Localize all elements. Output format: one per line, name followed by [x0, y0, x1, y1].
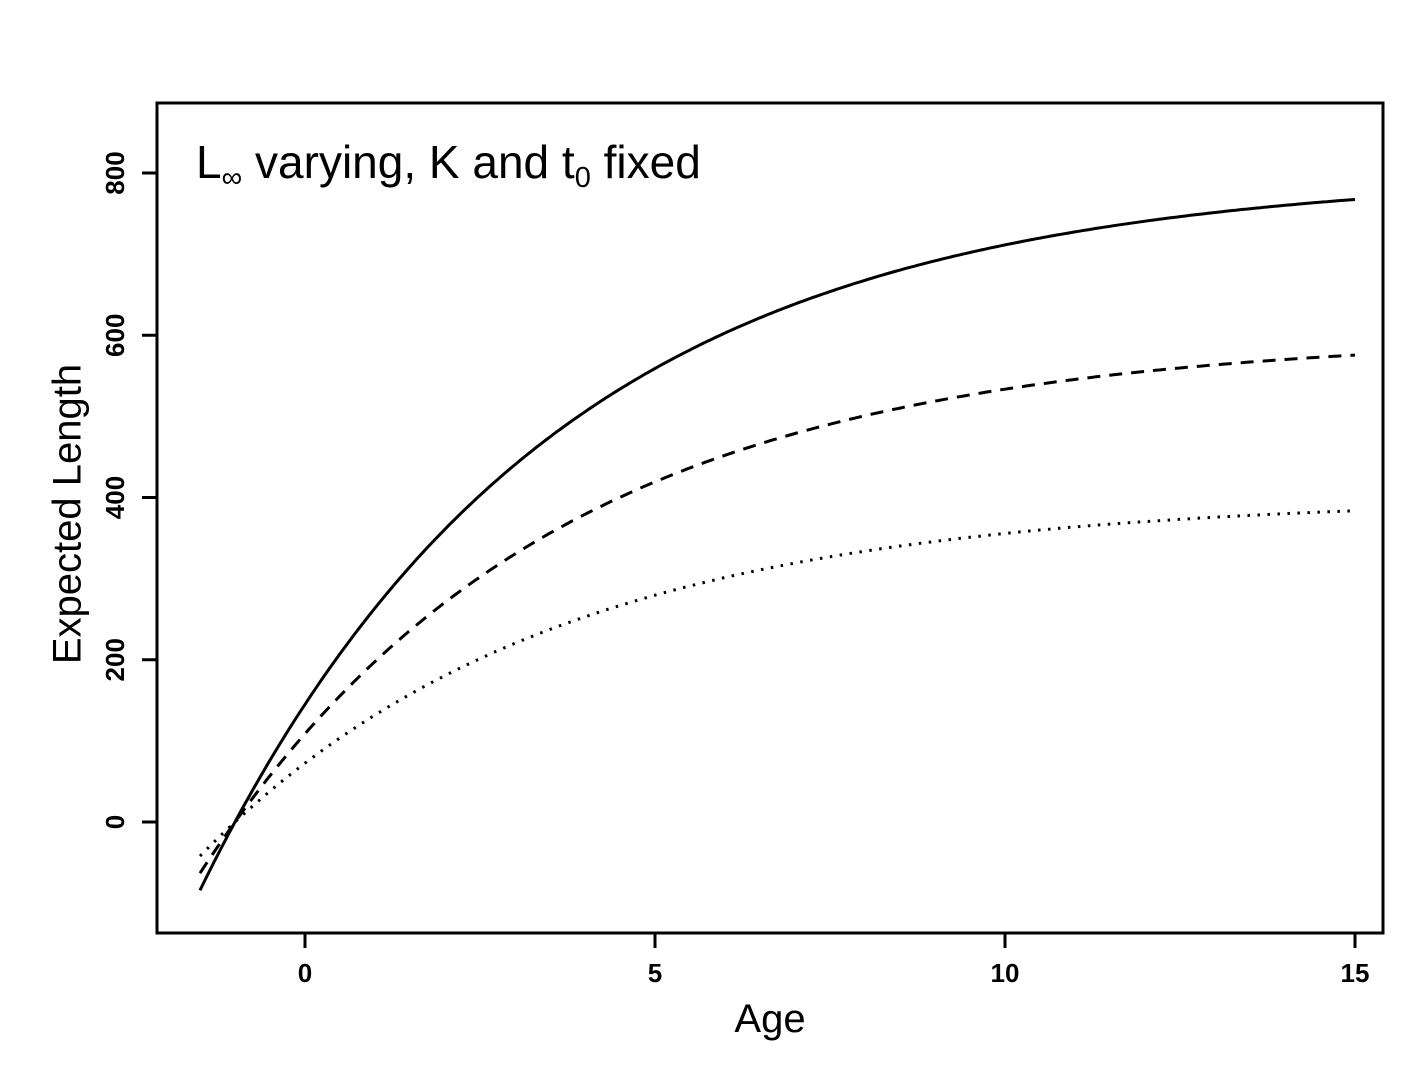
x-tick-label: 0 [298, 958, 312, 988]
x-tick-label: 10 [991, 958, 1020, 988]
title-infinity-subscript: ∞ [221, 162, 243, 194]
y-tick-label: 400 [100, 476, 130, 519]
x-tick-label: 5 [648, 958, 662, 988]
y-tick-label: 800 [100, 151, 130, 194]
plot-box-border [155, 101, 1385, 935]
x-tick-label: 15 [1341, 958, 1370, 988]
y-tick-label: 200 [100, 638, 130, 681]
title-zero-subscript: 0 [574, 162, 591, 194]
growth-curves [198, 198, 1356, 891]
x-axis-ticks: 0 5 10 15 [298, 933, 1370, 988]
chart-title: L∞ varying, K and t0 fixed [196, 136, 701, 193]
y-axis-label: Expected Length [45, 363, 90, 665]
title-l-symbol: L [196, 136, 222, 188]
curve-dashed-Linf=600 [198, 353, 1356, 875]
title-end-text: fixed [590, 136, 701, 188]
x-axis-label: Age [734, 997, 806, 1041]
y-axis-ticks: 0 200 400 600 800 [100, 151, 157, 829]
title-middle-text: varying, K and t [242, 136, 575, 188]
y-tick-label: 0 [100, 815, 130, 829]
curve-dotted-Linf=400 [198, 509, 1356, 858]
y-tick-label: 600 [100, 314, 130, 357]
curve-solid-Linf=800 [198, 198, 1356, 891]
